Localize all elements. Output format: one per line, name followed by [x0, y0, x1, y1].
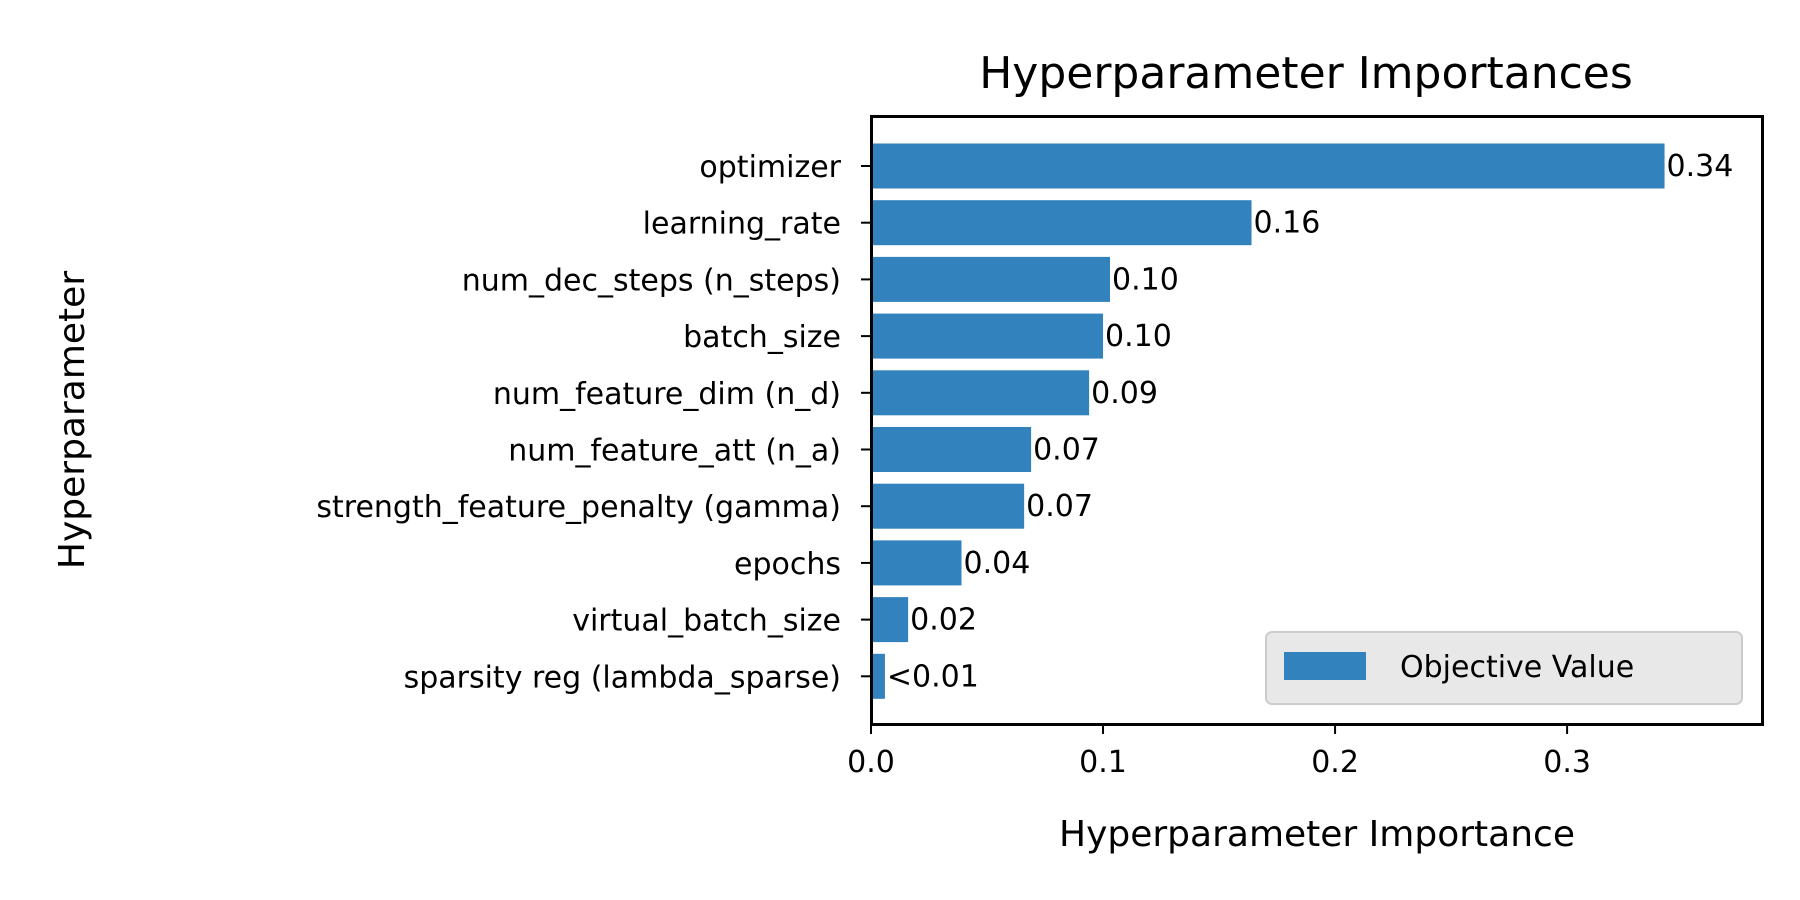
- bar-series: [871, 143, 1665, 699]
- x-axis-label: Hyperparameter Importance: [1059, 814, 1575, 855]
- y-tick-label: batch_size: [683, 320, 841, 355]
- data-labels: 0.34 0.16 0.10 0.10 0.09 0.07 0.07 0.04 0.02 <0.0…: [887, 149, 1733, 694]
- data-label: 0.34: [1667, 149, 1734, 184]
- y-tick-label: learning_rate: [643, 207, 841, 242]
- bar: [871, 143, 1665, 189]
- data-label: 0.09: [1091, 376, 1158, 411]
- data-label: 0.04: [963, 546, 1030, 581]
- legend-box: [1265, 631, 1743, 705]
- x-tick-label: 0.2: [1311, 745, 1359, 780]
- data-label: 0.10: [1112, 262, 1179, 297]
- x-tick-label: 0.0: [847, 745, 895, 780]
- data-label: 0.07: [1033, 433, 1100, 468]
- legend-label: Objective Value: [1400, 650, 1634, 685]
- x-axis-ticks: 0.0 0.1 0.2 0.3: [847, 724, 1591, 780]
- x-tick-label: 0.3: [1543, 745, 1591, 780]
- y-axis-ticks: optimizer learning_rate num_dec_steps (n_s…: [316, 150, 871, 695]
- bar: [871, 597, 909, 643]
- y-tick-label: num_feature_dim (n_d): [493, 377, 841, 412]
- legend-swatch: [1284, 652, 1366, 680]
- bar: [871, 483, 1025, 529]
- y-tick-label: sparsity reg (lambda_sparse): [404, 660, 841, 695]
- y-tick-label: num_dec_steps (n_steps): [462, 263, 841, 298]
- bar: [871, 313, 1104, 359]
- y-tick-label: virtual_batch_size: [572, 604, 841, 639]
- bar: [871, 370, 1090, 416]
- chart-title: Hyperparameter Importances: [979, 48, 1633, 99]
- data-label: <0.01: [887, 659, 979, 694]
- y-axis-label: Hyperparameter: [52, 271, 93, 569]
- data-label: 0.02: [910, 603, 977, 638]
- x-tick-label: 0.1: [1079, 745, 1127, 780]
- bar: [871, 256, 1110, 302]
- bar: [871, 540, 962, 586]
- bar: [871, 653, 885, 699]
- y-tick-label: optimizer: [699, 150, 841, 185]
- y-tick-label: strength_feature_penalty (gamma): [316, 490, 841, 525]
- data-label: 0.10: [1105, 319, 1172, 354]
- y-tick-label: num_feature_att (n_a): [508, 434, 841, 469]
- y-tick-label: epochs: [734, 547, 841, 582]
- bar: [871, 427, 1032, 472]
- legend: Objective Value: [1265, 631, 1743, 705]
- plot-frame: [870, 115, 1764, 726]
- bar: [871, 200, 1252, 246]
- data-label: 0.16: [1254, 206, 1321, 241]
- data-label: 0.07: [1026, 489, 1093, 524]
